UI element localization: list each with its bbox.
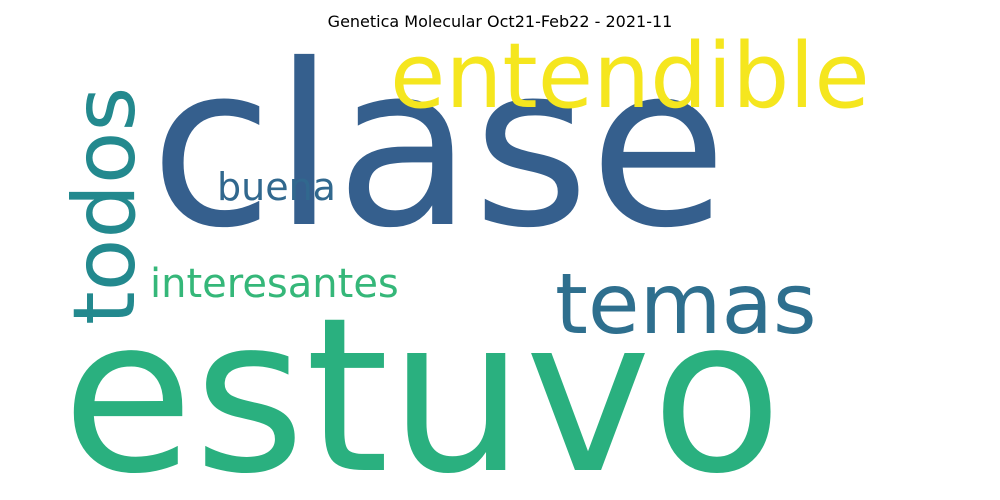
word-entendible: entendible bbox=[390, 24, 870, 129]
word-estuvo: estuvo bbox=[62, 272, 783, 500]
figure-title: Genetica Molecular Oct21-Feb22 - 2021-11 bbox=[327, 12, 673, 31]
word-interesantes: interesantes bbox=[150, 261, 399, 307]
word-clase: clase bbox=[150, 16, 728, 277]
word-buena: buena bbox=[217, 165, 336, 209]
word-temas: temas bbox=[555, 255, 817, 353]
word-todos: todos bbox=[55, 86, 155, 325]
